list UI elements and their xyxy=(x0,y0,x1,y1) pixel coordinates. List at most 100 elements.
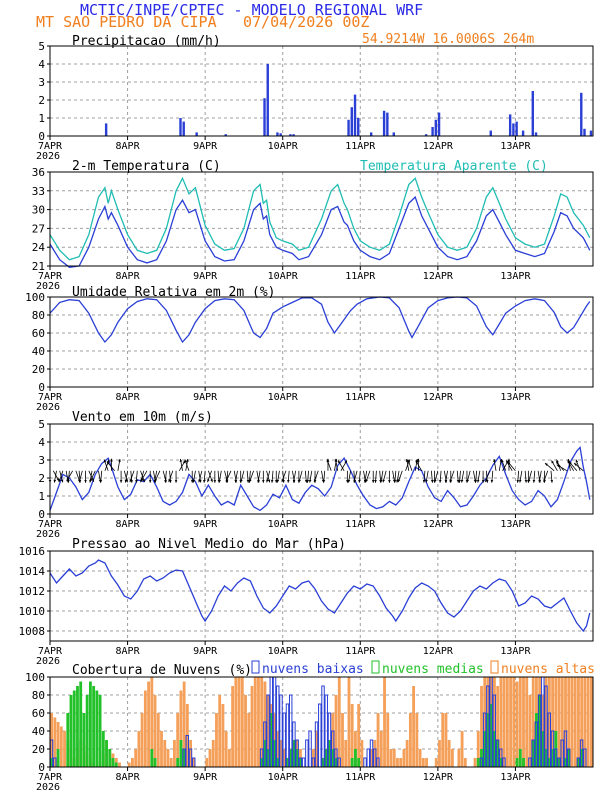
cloud-bar-mid xyxy=(82,713,86,767)
wind-arrowhead xyxy=(347,479,351,483)
humidity-title: Umidade Relativa em 2m (%) xyxy=(72,285,276,300)
cloud-bar-high xyxy=(169,758,173,767)
cloud-bar-mid xyxy=(92,686,96,767)
wind-arrowhead xyxy=(551,460,554,464)
precip-ytick-label: 4 xyxy=(38,58,45,71)
cloud-bar-high xyxy=(208,749,212,767)
cloud-bar-high xyxy=(496,686,500,767)
precip-bar xyxy=(276,132,279,136)
wind-arrowhead xyxy=(444,479,448,483)
cloud-ytick-label: 0 xyxy=(38,761,45,774)
cloud-bar-low xyxy=(318,703,322,768)
cloud-bar-mid xyxy=(580,749,584,767)
precip-bar xyxy=(589,130,593,136)
wind-arrowhead xyxy=(485,479,488,483)
wind-arrowhead xyxy=(516,479,520,483)
wind-title: Vento em 10m (m/s) xyxy=(72,410,213,425)
cloud-title: Cobertura de Nuvens (%) xyxy=(72,663,252,678)
cloud-bar-high xyxy=(547,677,551,767)
pressure-title: Pressao ao Nivel Medio do Mar (hPa) xyxy=(72,537,346,552)
pressure-year-label: 2026 xyxy=(36,656,60,667)
cloud-bar-high xyxy=(373,740,377,767)
cloud-bar-high xyxy=(334,695,338,767)
cloud-panel: 0 20 40 60 80 100 7APR 8APR 9APR 10APR 11APR 12APR 1… xyxy=(25,671,594,792)
cloud-bar-mid xyxy=(328,740,331,767)
wind-arrowhead xyxy=(545,463,548,466)
cloud-bar-high xyxy=(473,758,477,767)
wind-arrowhead xyxy=(78,479,82,483)
wind-arrowhead xyxy=(198,479,201,483)
wind-arrowhead xyxy=(124,479,128,483)
cloud-bar-mid xyxy=(486,713,490,767)
temp-ytick-label: 24 xyxy=(32,241,46,254)
precip-bar xyxy=(392,132,396,136)
cloud-bar-high xyxy=(379,731,383,767)
cloud-bar-mid xyxy=(50,758,54,767)
cloud-bar-high xyxy=(341,713,344,767)
wind-arrowhead xyxy=(249,479,252,483)
legend-mid-swatch xyxy=(371,660,380,674)
cloud-bar-high xyxy=(276,731,280,767)
temp-ytick-label: 30 xyxy=(32,204,45,217)
precip-bar xyxy=(353,94,357,136)
wind-arrowhead xyxy=(382,479,385,483)
legend-high-label: nuvens altas xyxy=(501,662,595,677)
cloud-bar-high xyxy=(350,704,354,767)
cloud-bar-mid xyxy=(88,681,92,767)
legend-low-label: nuvens baixas xyxy=(262,662,364,677)
legend-low-swatch xyxy=(251,660,260,674)
cloud-bar-high xyxy=(173,740,176,767)
precip-xtick-label: 10APR xyxy=(268,141,299,152)
wind-arrowhead xyxy=(481,480,485,483)
wind-ytick-label: 5 xyxy=(38,418,45,431)
wind-arrowhead xyxy=(422,479,426,483)
wind-arrowhead xyxy=(527,479,531,483)
precip-bar xyxy=(266,64,269,136)
cloud-bar-mid xyxy=(357,758,361,767)
wind-arrowhead xyxy=(99,479,103,483)
cloud-bar-high xyxy=(518,677,522,767)
precip-year-label: 2026 xyxy=(36,151,60,162)
header-title: MCTIC/INPE/CPTEC - MODELO REGIONAL WRF xyxy=(80,1,423,19)
cloud-bar-mid xyxy=(182,749,186,767)
wind-arrowhead xyxy=(262,480,265,483)
humidity-xtick-label: 7APR xyxy=(38,392,63,403)
wind-arrowhead xyxy=(353,479,356,483)
wind-arrowhead xyxy=(374,479,377,483)
wind-arrowhead xyxy=(103,459,107,463)
cloud-bar-mid xyxy=(76,686,79,767)
pressure-xtick-label: 9APR xyxy=(193,646,218,657)
cloud-bar-high xyxy=(386,713,390,767)
cloud-bar-high xyxy=(525,677,529,767)
cloud-bar-high xyxy=(567,677,571,767)
humidity-frame xyxy=(49,296,594,388)
cloud-bar-mid xyxy=(85,695,89,767)
cloud-bar-mid xyxy=(95,690,99,767)
wind-arrowhead xyxy=(168,479,171,483)
cloud-bar-high xyxy=(56,722,60,767)
cloud-bar-mid xyxy=(299,758,302,767)
precip-ytick-label: 5 xyxy=(38,40,45,53)
wind-arrowhead xyxy=(507,461,511,465)
wind-arrowhead xyxy=(110,458,113,462)
wind-arrowhead xyxy=(365,479,369,483)
wind-arrowhead xyxy=(270,479,274,483)
wind-arrowhead xyxy=(524,479,528,483)
precip-xtick-label: 9APR xyxy=(193,141,218,152)
cloud-bar-mid xyxy=(515,758,519,767)
cloud-bar-mid xyxy=(493,731,496,767)
wind-arrowhead xyxy=(53,479,57,483)
cloud-bar-high xyxy=(483,677,487,767)
cloud-bar-high xyxy=(564,677,567,767)
cloud-bar-high xyxy=(557,677,561,767)
wind-arrowhead xyxy=(575,459,579,463)
wind-arrowhead xyxy=(292,479,296,483)
wind-arrowhead xyxy=(507,458,511,462)
cloud-bar-mid xyxy=(260,758,264,767)
humidity-ytick-label: 100 xyxy=(25,291,45,304)
pressure-line-blue xyxy=(49,559,591,633)
cloud-bar-mid xyxy=(547,758,551,767)
humidity-ytick-label: 0 xyxy=(38,381,45,394)
cloud-bar-high xyxy=(127,762,131,767)
precip-ytick-label: 2 xyxy=(38,94,45,107)
